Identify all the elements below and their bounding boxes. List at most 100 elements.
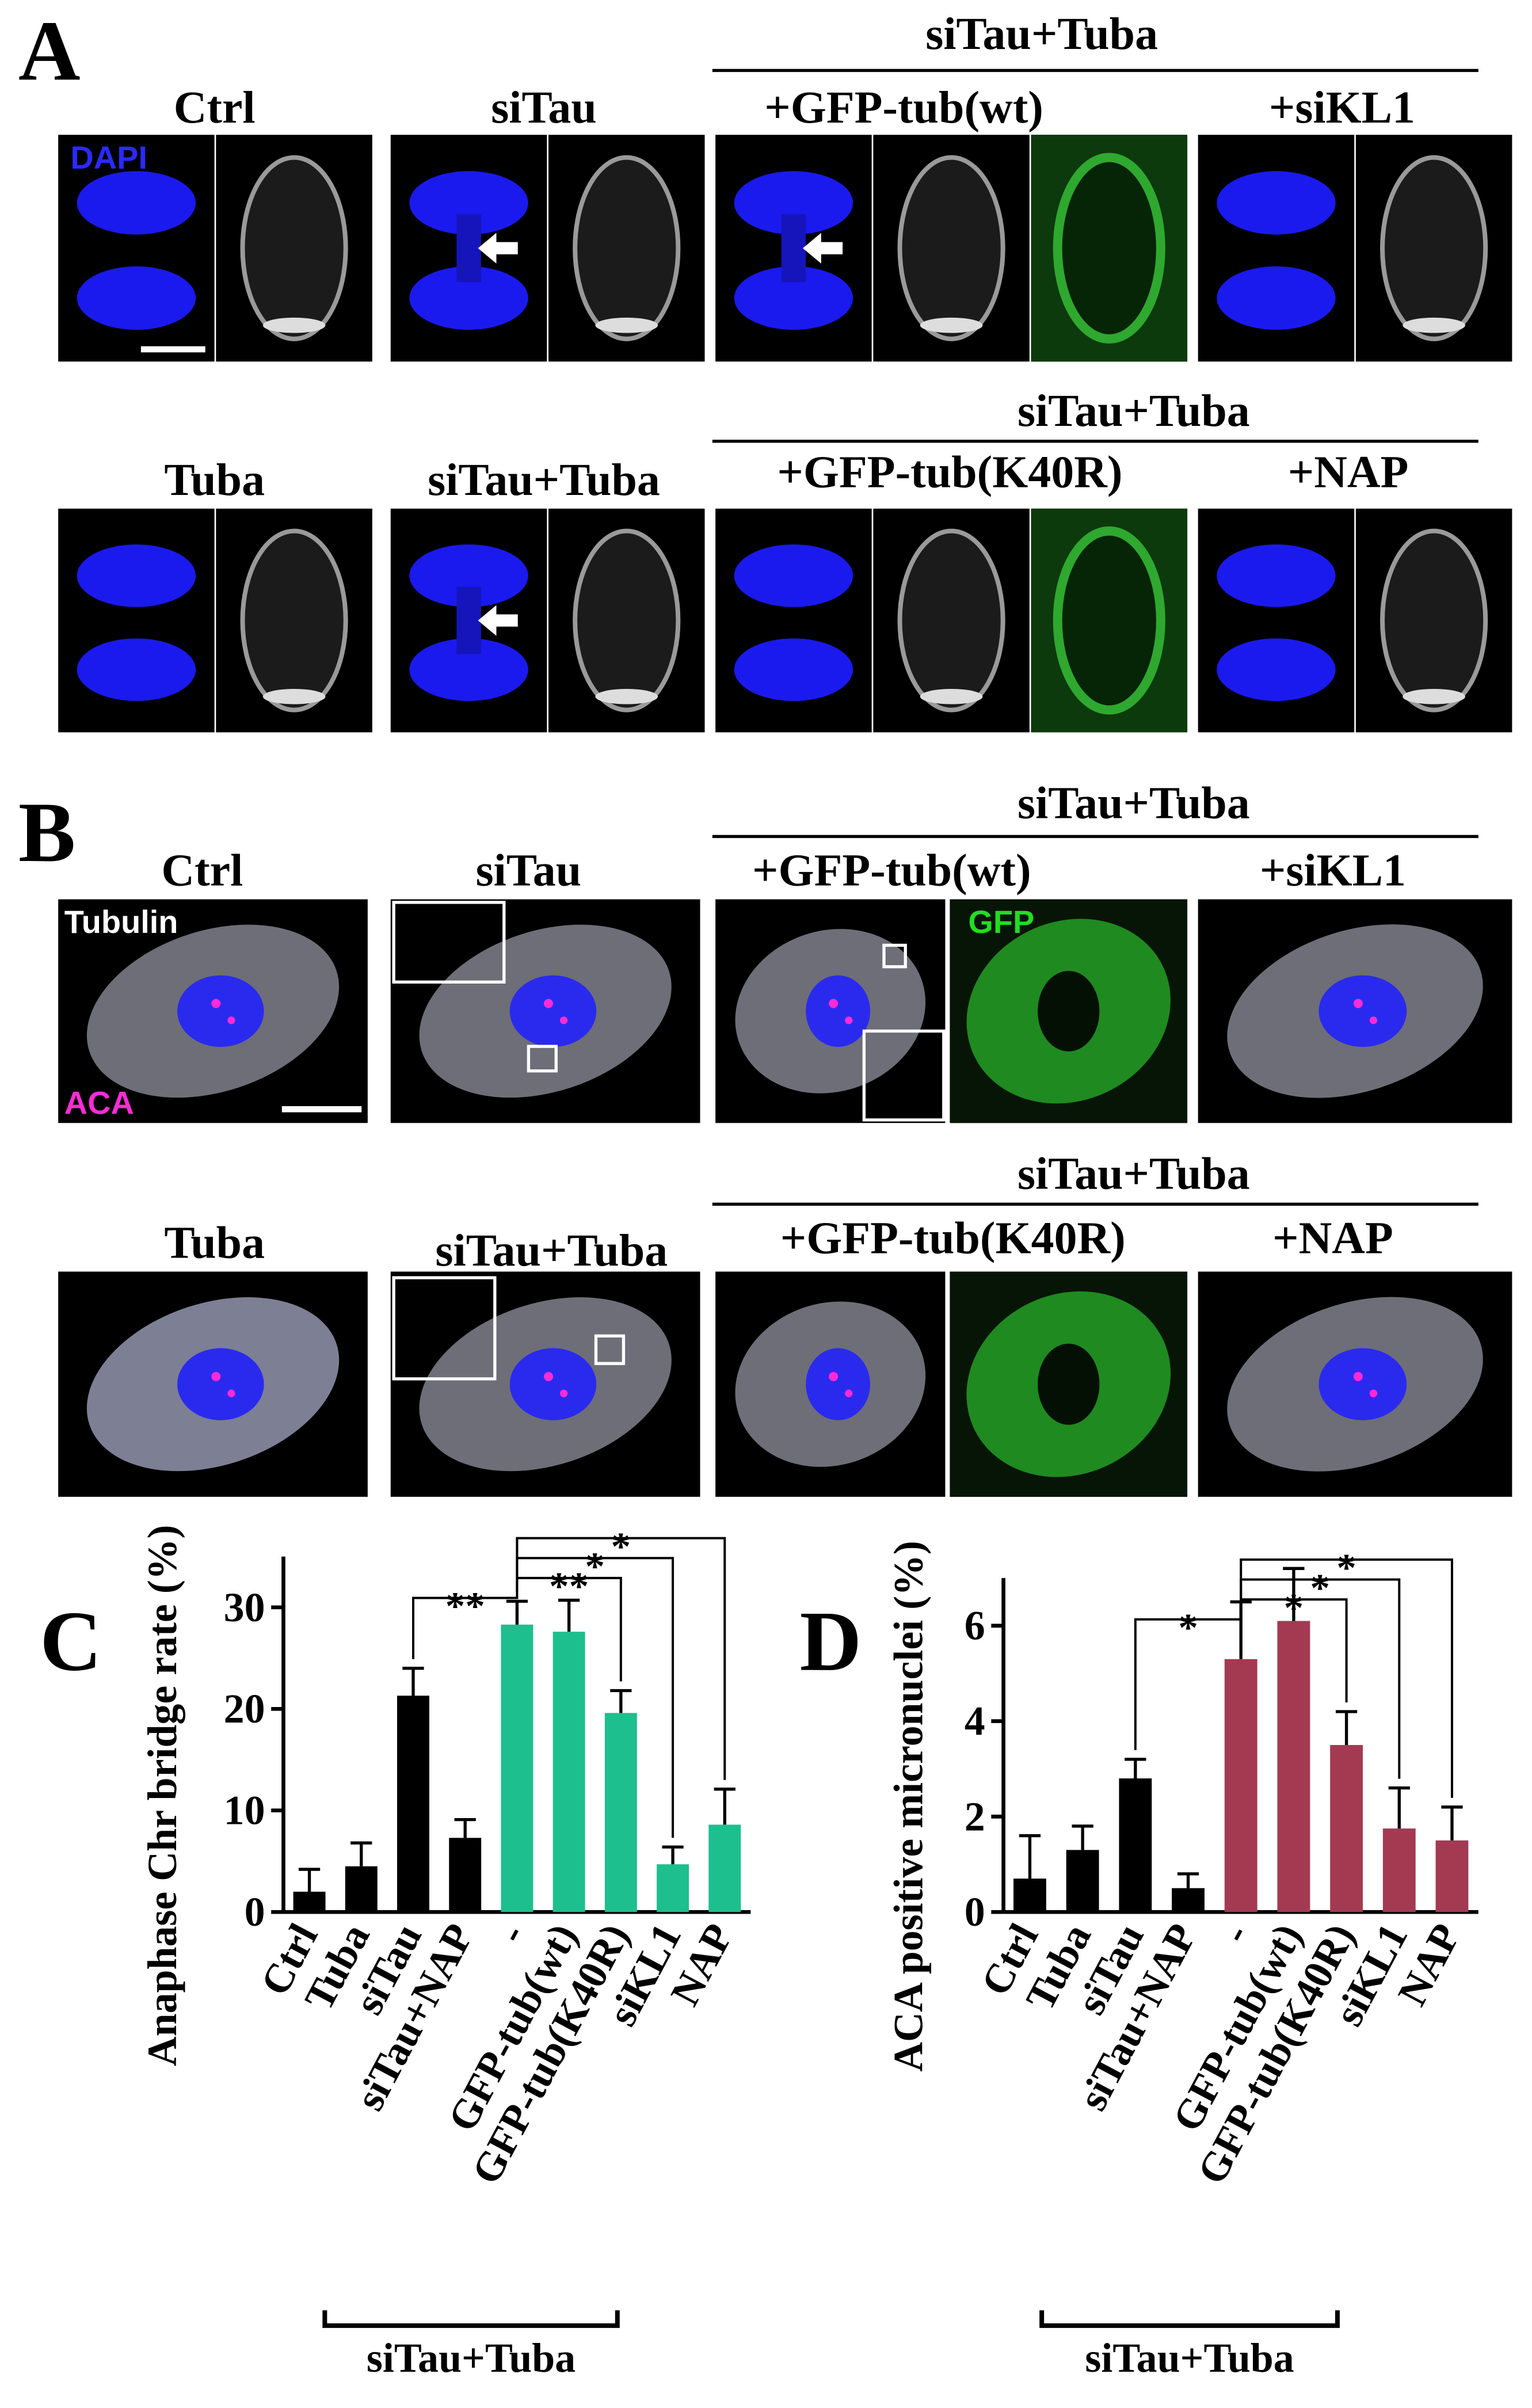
centromere bbox=[211, 1371, 221, 1381]
significance-label: * bbox=[1178, 1605, 1198, 1649]
centromere bbox=[211, 999, 221, 1008]
arrow bbox=[478, 605, 518, 636]
error-bar bbox=[1177, 1872, 1199, 1888]
y-tick-label: 2 bbox=[965, 1793, 985, 1839]
nucleus bbox=[734, 171, 853, 235]
column-header: +GFP-tub(wt) bbox=[764, 82, 1043, 133]
stain-label: GFP bbox=[968, 904, 1034, 940]
bar bbox=[1435, 1840, 1469, 1912]
column-header: siTau+Tuba bbox=[428, 455, 660, 505]
column-header: siTau bbox=[476, 845, 582, 896]
significance-bracket bbox=[1240, 1558, 1453, 1798]
cell-nucleus bbox=[806, 975, 871, 1047]
error-bar bbox=[610, 1689, 632, 1713]
centromere bbox=[1353, 999, 1363, 1008]
y-tick-label: 0 bbox=[245, 1889, 265, 1935]
micrographs bbox=[58, 135, 1512, 1497]
group-bracket bbox=[1039, 2310, 1340, 2328]
bar bbox=[1382, 1828, 1416, 1912]
spindle-pole bbox=[1403, 688, 1465, 704]
centromere bbox=[227, 1016, 235, 1024]
cell-nucleus bbox=[509, 975, 597, 1047]
column-header: +NAP bbox=[1288, 447, 1409, 498]
error-bar bbox=[1441, 1805, 1463, 1841]
bridge bbox=[456, 214, 481, 283]
inset-box bbox=[862, 1029, 946, 1122]
nucleus bbox=[1217, 266, 1336, 330]
error-bar bbox=[662, 1845, 684, 1865]
error-bar bbox=[558, 1598, 580, 1632]
nucleus bbox=[1217, 638, 1336, 702]
bar bbox=[708, 1824, 741, 1912]
nucleus bbox=[77, 638, 196, 702]
group-label: siTau+Tuba bbox=[367, 2335, 576, 2381]
bar bbox=[1119, 1778, 1152, 1912]
spindle bbox=[1380, 528, 1488, 713]
bar bbox=[345, 1866, 378, 1912]
significance-label: ** bbox=[549, 1564, 589, 1608]
inset-box bbox=[527, 1045, 558, 1073]
column-header: Ctrl bbox=[174, 82, 256, 133]
gfp-nucleus-void bbox=[1038, 1343, 1100, 1425]
bar bbox=[552, 1632, 585, 1912]
nucleus bbox=[734, 638, 853, 702]
spindle-pole bbox=[262, 688, 326, 704]
inset-box bbox=[882, 943, 907, 969]
significance-label: * bbox=[1336, 1545, 1356, 1590]
gfp-spindle bbox=[1053, 526, 1165, 715]
centromere bbox=[544, 1371, 553, 1381]
significance-bracket bbox=[412, 1592, 519, 1659]
cell-nucleus bbox=[806, 1348, 871, 1420]
stain-label: ACA bbox=[64, 1084, 134, 1121]
group-label: siTau+Tuba bbox=[1085, 2335, 1294, 2381]
spindle bbox=[573, 528, 681, 713]
error-bar bbox=[1283, 1567, 1305, 1621]
centromere bbox=[1369, 1016, 1378, 1024]
nucleus bbox=[734, 266, 853, 330]
bridge bbox=[781, 214, 806, 283]
significance-bracket bbox=[516, 1557, 674, 1838]
significance-label: * bbox=[585, 1544, 605, 1588]
panel-label: D bbox=[800, 1594, 862, 1689]
spindle-pole bbox=[595, 317, 658, 333]
column-header: +siKL1 bbox=[1260, 845, 1406, 896]
nucleus bbox=[1217, 171, 1336, 235]
centromere bbox=[829, 999, 839, 1008]
nucleus bbox=[409, 171, 528, 235]
significance-label: ** bbox=[445, 1584, 485, 1628]
nucleus bbox=[1217, 544, 1336, 607]
x-tick-label: - bbox=[487, 1916, 535, 1950]
bar bbox=[1172, 1888, 1205, 1912]
cell-nucleus bbox=[1318, 1348, 1407, 1420]
bar bbox=[1066, 1850, 1099, 1912]
error-bar bbox=[1335, 1710, 1358, 1746]
error-bar bbox=[1019, 1834, 1041, 1879]
significance-bracket bbox=[1240, 1592, 1348, 1703]
y-axis-label: Anaphase Chr bridge rate (%) bbox=[139, 1525, 185, 2066]
nucleus bbox=[409, 544, 528, 607]
inset-box bbox=[392, 901, 506, 984]
x-tick-label: - bbox=[1211, 1916, 1258, 1950]
spindle bbox=[897, 155, 1005, 341]
nucleus bbox=[77, 171, 196, 235]
spindle-pole bbox=[262, 317, 326, 333]
spindle-pole bbox=[595, 688, 658, 704]
nucleus bbox=[77, 266, 196, 330]
bridge bbox=[456, 586, 481, 654]
group-header: siTau+Tuba bbox=[1017, 1149, 1250, 1199]
significance-bracket bbox=[1134, 1592, 1243, 1750]
nucleus bbox=[409, 266, 528, 330]
error-bar bbox=[506, 1599, 528, 1625]
y-tick-label: 0 bbox=[965, 1889, 985, 1935]
arrow bbox=[802, 233, 843, 264]
centromere bbox=[829, 1371, 839, 1381]
inset-box bbox=[392, 1276, 497, 1381]
centromere bbox=[1369, 1389, 1378, 1397]
centromere bbox=[559, 1016, 568, 1024]
y-tick-label: 4 bbox=[965, 1698, 985, 1744]
group-header: siTau+Tuba bbox=[1017, 778, 1250, 829]
column-header: +siKL1 bbox=[1269, 82, 1415, 133]
group-header: siTau+Tuba bbox=[1017, 386, 1250, 436]
